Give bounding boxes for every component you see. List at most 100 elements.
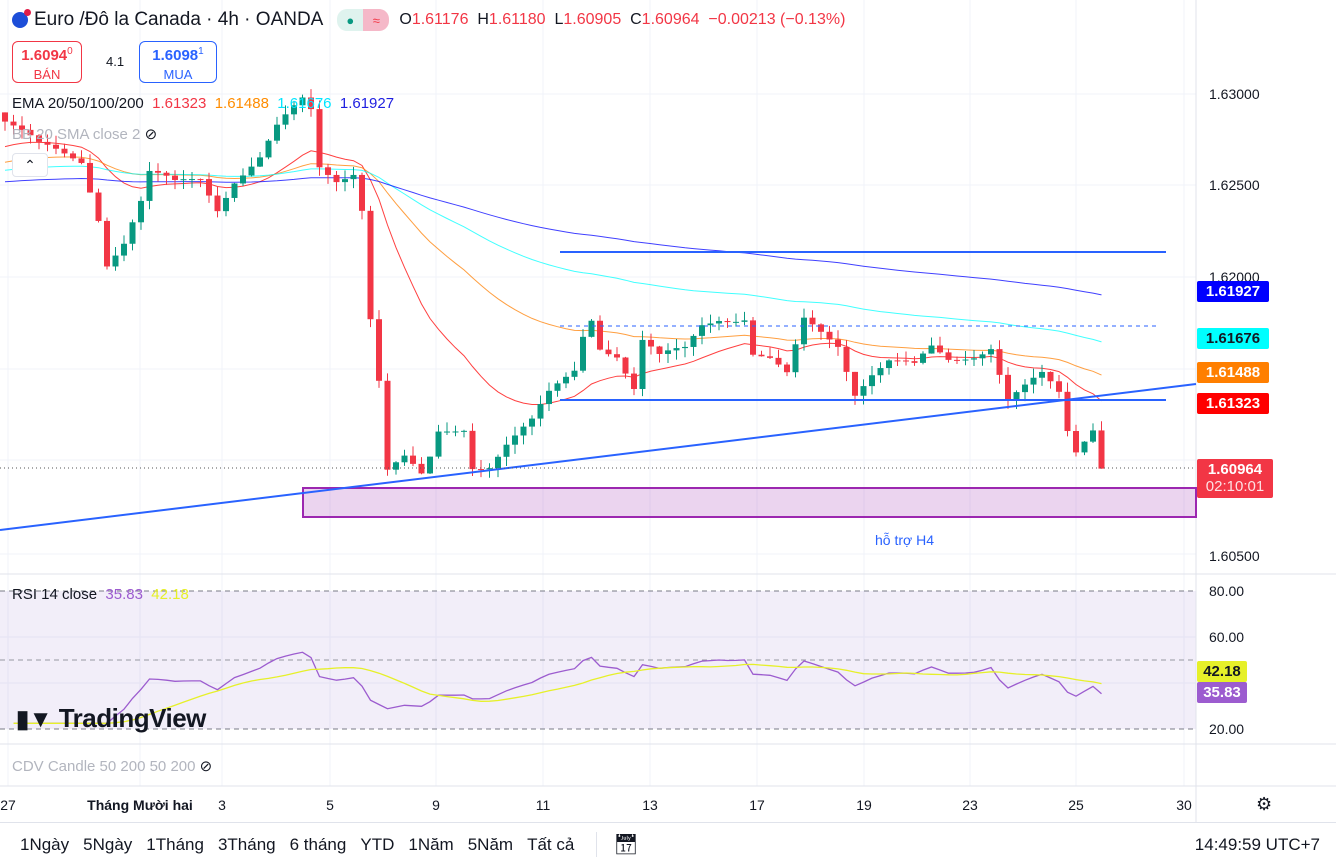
candle-body (121, 243, 127, 256)
candle-body (435, 431, 442, 457)
candle-body (325, 167, 331, 175)
candles (2, 89, 1105, 478)
candle-body (1005, 374, 1011, 400)
candle-body (274, 124, 280, 141)
tradingview-watermark: ▮▼ TradingView (16, 703, 206, 733)
candle-body (716, 321, 722, 324)
candle-body (112, 255, 119, 267)
candle-body (911, 361, 918, 363)
date-label: 5 (326, 797, 334, 813)
candle-body (291, 105, 297, 115)
candle-body (282, 114, 289, 125)
candle-body (461, 430, 467, 432)
range-ytd[interactable]: YTD (360, 834, 395, 854)
candle-body (707, 323, 714, 326)
candle-body (410, 455, 416, 464)
market-open-icon: ● (337, 9, 364, 31)
candle-body (231, 183, 238, 198)
symbol-name: Euro /Đô la Canada · 4h · OANDA (34, 9, 324, 30)
clock[interactable]: 14:49:59 UTC+7 (1194, 834, 1320, 854)
cdv-legend[interactable]: CDV Candle 50 200 50 200 ⊘ (12, 758, 213, 775)
candle-body (265, 140, 272, 158)
candle-body (206, 179, 212, 196)
ema20-line (4, 141, 1102, 405)
candle-body (452, 431, 459, 433)
candle-body (393, 462, 399, 470)
collapse-legend-button[interactable]: ⌃ (12, 153, 48, 177)
support-label: hỗ trợ H4 (875, 532, 934, 548)
range-1m[interactable]: 1Tháng (146, 834, 204, 854)
candle-body (588, 320, 595, 337)
support-zone[interactable] (302, 487, 1197, 518)
candle-body (257, 157, 263, 167)
candle-body (104, 220, 110, 267)
ema-lines (4, 141, 1102, 405)
candle-body (19, 125, 25, 130)
candle-body (163, 172, 170, 176)
candle-body (1013, 392, 1020, 400)
range-1d[interactable]: 1Ngày (20, 834, 70, 854)
candle-body (1022, 384, 1028, 393)
candle-body (563, 376, 569, 384)
candle-body (248, 166, 255, 176)
candle-body (469, 430, 476, 470)
candle-body (571, 370, 578, 377)
range-3m[interactable]: 3Tháng (217, 834, 276, 854)
candle-body (971, 358, 977, 360)
spread-value: 4.1 (106, 54, 125, 69)
ema100-line (4, 165, 1102, 343)
candle-body (61, 148, 68, 154)
candle-body (614, 354, 620, 358)
range-all[interactable]: Tất cả (527, 834, 575, 854)
ema200-price-tag: 1.61927 (1197, 281, 1269, 302)
range-5d[interactable]: 5Ngày (83, 834, 133, 854)
candle-body (894, 360, 901, 362)
eur-cad-flag-icon (12, 9, 31, 28)
candle-body (44, 141, 51, 145)
candle-body (554, 383, 561, 391)
date-label: 23 (962, 797, 978, 813)
candle-body (945, 352, 952, 360)
range-6m[interactable]: 6 tháng (289, 834, 347, 854)
range-5y[interactable]: 5Năm (467, 834, 514, 854)
candle-body (818, 324, 824, 332)
bb-legend[interactable]: BB 20 SMA close 2 ⊘ (12, 126, 158, 143)
settings-gear-icon[interactable]: ⚙ (1256, 794, 1273, 814)
symbol-title[interactable]: Euro /Đô la Canada · 4h · OANDA ● ≈ O1.61… (12, 9, 845, 31)
calendar-goto-icon[interactable]: 📅︎ (596, 832, 639, 857)
candle-body (801, 317, 807, 345)
candle-body (223, 197, 229, 212)
approx-icon: ≈ (363, 9, 390, 31)
candle-body (1030, 377, 1037, 385)
candle-body (877, 368, 884, 376)
rising-trendline[interactable] (0, 383, 1197, 531)
ema50-price-tag: 1.61488 (1197, 362, 1269, 383)
candle-body (954, 359, 960, 361)
candle-body (478, 469, 484, 471)
date-label: 25 (1068, 797, 1084, 813)
ema20-price-tag: 1.61323 (1197, 393, 1269, 414)
hidden-eye-icon[interactable]: ⊘ (199, 758, 213, 775)
range-1y[interactable]: 1Năm (408, 834, 454, 854)
buy-button[interactable]: 1.60981 MUA (139, 41, 217, 83)
ema-legend[interactable]: EMA 20/50/100/200 1.61323 1.61488 1.6167… (12, 95, 395, 112)
candle-body (2, 112, 8, 122)
candle-body (843, 346, 850, 372)
candle-body (656, 346, 663, 354)
candle-body (197, 179, 204, 181)
market-status[interactable]: ● ≈ (337, 9, 390, 31)
candle-body (172, 175, 178, 180)
rsi-lines (13, 651, 1102, 724)
candle-body (1090, 430, 1096, 442)
candle-body (95, 192, 102, 221)
rsi-legend[interactable]: RSI 14 close 35.83 42.18 (12, 586, 189, 603)
candle-body (605, 349, 612, 355)
hidden-eye-icon[interactable]: ⊘ (144, 126, 158, 143)
candle-body (860, 386, 867, 396)
sell-button[interactable]: 1.60940 BÁN (12, 41, 82, 83)
candle-body (486, 468, 493, 470)
candle-body (903, 360, 909, 362)
candle-body (869, 375, 875, 387)
candle-body (758, 354, 765, 357)
